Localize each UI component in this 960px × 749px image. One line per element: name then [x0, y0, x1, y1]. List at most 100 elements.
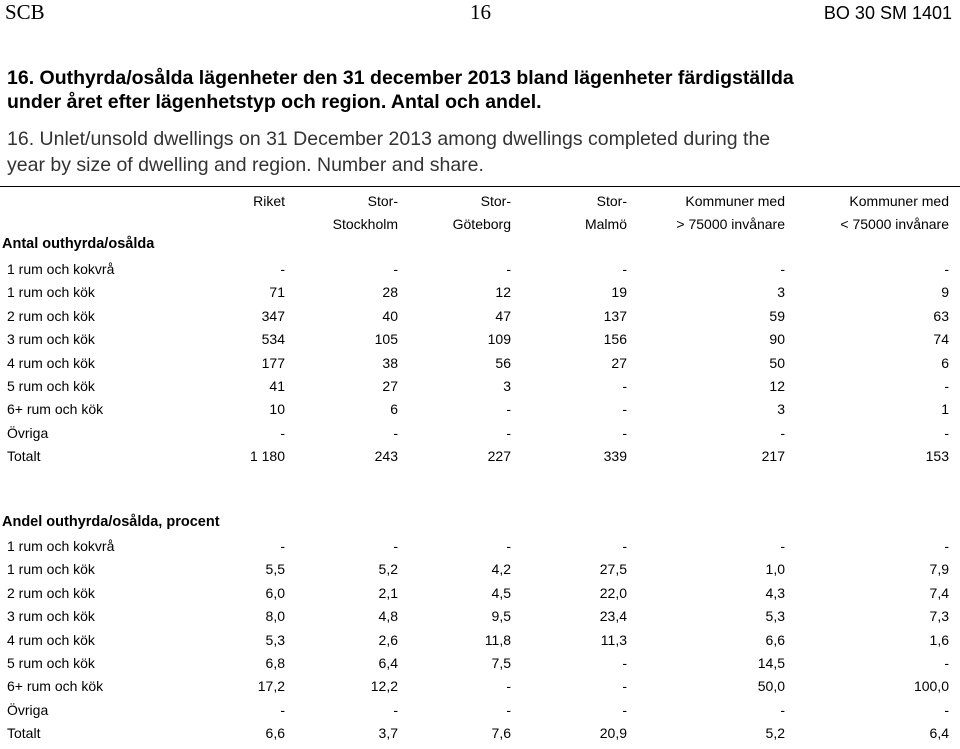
table-cell: -: [780, 261, 785, 277]
column-header: Kommuner med < 75000 invånare: [840, 190, 949, 236]
column-header-line: Malmö: [584, 216, 627, 232]
table-row: Övriga - - - - - -: [0, 702, 960, 724]
table-cell: 4,2: [491, 561, 511, 578]
table-cell: 100,0: [913, 678, 949, 695]
table-cell: -: [622, 655, 627, 671]
table-cell: 17,2: [257, 678, 285, 695]
table-cell: 63: [933, 307, 949, 324]
column-header: Stor- Malmö: [585, 190, 627, 236]
table-cell: 6: [941, 354, 949, 371]
table-cell: 109: [487, 331, 511, 348]
table-row: 1 rum och kök 5,5 5,2 4,2 27,5 1,0 7,9: [0, 561, 960, 583]
table-cell: 3: [503, 378, 511, 394]
row-label: 2 rum och kök: [7, 584, 95, 601]
row-label: 1 rum och kokvrå: [7, 538, 115, 554]
table-row: 5 rum och kök 6,8 6,4 7,5 - 14,5 -: [0, 655, 960, 677]
table-cell: -: [506, 424, 511, 441]
table-cell: 6,6: [765, 631, 785, 648]
column-header-line: Stor-: [480, 193, 511, 209]
row-label: 1 rum och kök: [7, 284, 95, 301]
table-cell: -: [944, 378, 949, 394]
table-cell: 22,0: [599, 584, 627, 601]
table-cell: -: [506, 678, 511, 695]
table-cell: -: [506, 538, 511, 554]
column-header-line: Riket: [253, 193, 285, 209]
row-label: Övriga: [7, 701, 49, 718]
column-header: Kommuner med > 75000 invånare: [676, 190, 785, 236]
table-cell: -: [280, 538, 285, 554]
title-sv-line-2: under året efter lägenhetstyp och region…: [7, 91, 542, 113]
table-cell: 5,2: [378, 561, 398, 578]
table-cell: 7,9: [929, 561, 949, 578]
table-cell: 153: [925, 448, 949, 465]
table-cell: 6,0: [265, 584, 285, 601]
column-header-line: Stor-: [596, 193, 627, 209]
table-cell: 12: [495, 284, 511, 301]
table-cell: 28: [382, 284, 398, 301]
section-title: Antal outhyrda/osålda: [2, 236, 155, 252]
column-header-line: [253, 213, 285, 236]
table-cell: 90: [769, 331, 785, 348]
row-label: 6+ rum och kök: [7, 401, 104, 418]
table-cell: 40: [382, 307, 398, 324]
table-cell: 1 180: [249, 448, 285, 465]
table-cell: 10: [269, 401, 285, 418]
title-en-line-1: 16. Unlet/unsold dwellings on 31 Decembe…: [7, 128, 771, 150]
row-label: 1 rum och kokvrå: [7, 261, 115, 277]
table-cell: 2,6: [378, 631, 398, 648]
table-row: 2 rum och kök 6,0 2,1 4,5 22,0 4,3 7,4: [0, 585, 960, 607]
row-label: 5 rum och kök: [7, 378, 95, 394]
table-row: 4 rum och kök 5,3 2,6 11,8 11,3 6,6 1,6: [0, 632, 960, 654]
table-cell: 27: [382, 378, 398, 394]
table-cell: -: [780, 424, 785, 441]
table-cell: -: [506, 701, 511, 718]
table-cell: -: [944, 701, 949, 718]
row-label: 2 rum och kök: [7, 307, 95, 324]
table-cell: 347: [261, 307, 285, 324]
table-cell: 6,4: [929, 725, 949, 742]
table-cell: 5,3: [765, 608, 785, 625]
table-cell: 9,5: [491, 608, 511, 625]
table-cell: -: [622, 401, 627, 418]
table-cell: 7,4: [929, 584, 949, 601]
row-label: 4 rum och kök: [7, 631, 95, 648]
table-row: Övriga - - - - - -: [0, 425, 960, 447]
table-cell: 6,6: [265, 725, 285, 742]
table-cell: -: [280, 261, 285, 277]
table-row: Totalt 1 180 243 227 339 217 153: [0, 448, 960, 470]
table-cell: 12,2: [370, 678, 398, 695]
table-cell: 5,2: [765, 725, 785, 742]
table-cell: 227: [487, 448, 511, 465]
table-cell: -: [393, 701, 398, 718]
table-row: 4 rum och kök 177 38 56 27 50 6: [0, 355, 960, 377]
table-top-rule: [0, 186, 960, 187]
table-cell: -: [780, 701, 785, 718]
table-cell: -: [506, 261, 511, 277]
table-cell: 2,1: [378, 584, 398, 601]
table-cell: -: [622, 424, 627, 441]
table-cell: 5,5: [265, 561, 285, 578]
row-label: 5 rum och kök: [7, 655, 95, 671]
table-cell: 27,5: [599, 561, 627, 578]
table-row: 5 rum och kök 41 27 3 - 12 -: [0, 378, 960, 400]
row-label: 3 rum och kök: [7, 331, 95, 348]
table-cell: 41: [269, 378, 285, 394]
table-cell: 14,5: [757, 655, 785, 671]
table-cell: -: [622, 378, 627, 394]
row-label: Totalt: [7, 725, 41, 742]
table-row: 2 rum och kök 347 40 47 137 59 63: [0, 308, 960, 330]
table-cell: 4,5: [491, 584, 511, 601]
table-cell: 38: [382, 354, 398, 371]
table-cell: 50,0: [757, 678, 785, 695]
column-header-line: > 75000 invånare: [676, 216, 785, 232]
table-cell: -: [622, 678, 627, 695]
table-cell: -: [622, 701, 627, 718]
table-cell: 3: [777, 401, 785, 418]
table-cell: 8,0: [265, 608, 285, 625]
table-cell: 4,8: [378, 608, 398, 625]
table-row: 1 rum och kök 71 28 12 19 3 9: [0, 284, 960, 306]
table-cell: 56: [495, 354, 511, 371]
table-cell: 217: [761, 448, 785, 465]
table-cell: 12: [769, 378, 785, 394]
table-cell: 7,3: [929, 608, 949, 625]
